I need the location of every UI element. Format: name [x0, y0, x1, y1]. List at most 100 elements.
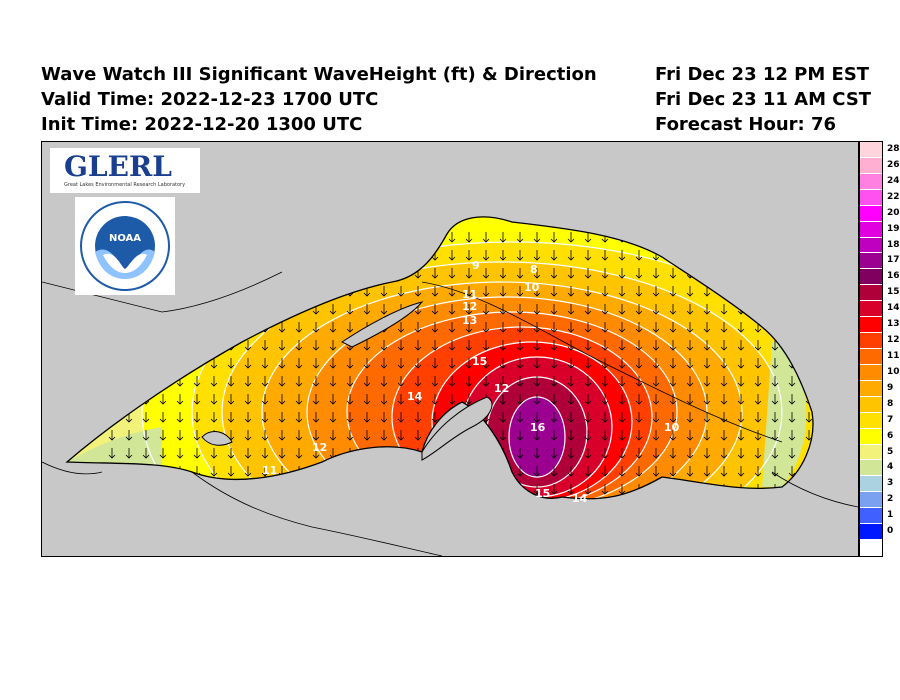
direction-arrow: [329, 232, 337, 243]
direction-arrow: [703, 340, 711, 351]
direction-arrow: [584, 268, 592, 279]
direction-arrow: [533, 376, 541, 387]
direction-arrow: [805, 340, 813, 351]
direction-arrow: [244, 340, 252, 351]
direction-arrow: [618, 466, 626, 477]
direction-arrow: [550, 430, 558, 441]
direction-arrow: [193, 394, 201, 405]
direction-arrow: [381, 502, 387, 512]
direction-arrow: [261, 376, 269, 387]
direction-arrow: [618, 358, 626, 369]
direction-arrow: [125, 322, 133, 333]
direction-arrow: [227, 322, 235, 333]
direction-arrow: [108, 394, 116, 405]
direction-arrow: [601, 394, 609, 405]
direction-arrow: [805, 232, 813, 243]
direction-arrow: [601, 250, 609, 261]
direction-arrow: [601, 448, 609, 459]
direction-arrow: [465, 286, 473, 297]
direction-arrow: [686, 358, 694, 369]
direction-arrow: [482, 322, 490, 333]
legend-label: 13: [887, 319, 900, 330]
direction-arrow: [635, 322, 643, 333]
direction-arrow: [397, 322, 405, 333]
direction-arrow: [567, 376, 575, 387]
direction-arrow: [737, 340, 745, 351]
direction-arrow: [108, 412, 116, 423]
direction-arrow: [210, 412, 218, 423]
legend-label: 0: [887, 526, 894, 537]
direction-arrow: [720, 250, 728, 261]
direction-arrow: [771, 304, 779, 315]
direction-arrow: [261, 268, 269, 279]
direction-arrow: [193, 250, 201, 261]
direction-arrow: [516, 430, 524, 441]
direction-arrow: [176, 250, 184, 261]
direction-arrow: [244, 430, 252, 441]
direction-arrow: [703, 466, 711, 477]
direction-arrow: [720, 430, 728, 441]
direction-arrow: [279, 502, 285, 512]
direction-arrow: [210, 394, 218, 405]
direction-arrow: [686, 484, 694, 495]
direction-arrow: [652, 340, 660, 351]
direction-arrow: [499, 232, 507, 243]
contour-label: 14: [572, 492, 588, 505]
direction-arrow: [465, 484, 473, 495]
direction-arrow: [789, 502, 795, 512]
legend-label: 17: [887, 255, 900, 266]
direction-arrow: [788, 268, 796, 279]
direction-arrow: [244, 376, 252, 387]
direction-arrow: [788, 430, 796, 441]
direction-arrow: [703, 232, 711, 243]
direction-arrow: [618, 340, 626, 351]
direction-arrow: [193, 232, 201, 243]
direction-arrow: [397, 394, 405, 405]
direction-arrow: [363, 394, 371, 405]
contour-label: 16: [530, 421, 546, 434]
direction-arrow: [601, 304, 609, 315]
direction-arrow: [244, 412, 252, 423]
legend-swatch: [860, 428, 882, 445]
direction-arrow: [193, 286, 201, 297]
glerl-logo: GLERL Great Lakes Environmental Research…: [50, 148, 200, 193]
direction-arrow: [159, 340, 167, 351]
direction-arrow: [210, 322, 218, 333]
legend-swatch: [860, 173, 882, 190]
direction-arrow: [194, 502, 200, 512]
direction-arrow: [550, 376, 558, 387]
direction-arrow: [414, 484, 422, 495]
direction-arrow: [669, 322, 677, 333]
direction-arrow: [738, 502, 744, 512]
direction-arrow: [652, 430, 660, 441]
direction-arrow: [533, 304, 541, 315]
direction-arrow: [125, 304, 133, 315]
direction-arrow: [737, 358, 745, 369]
legend-swatch: [860, 269, 882, 286]
direction-arrow: [244, 304, 252, 315]
direction-arrow: [278, 340, 286, 351]
direction-arrow: [465, 430, 473, 441]
direction-arrow: [142, 322, 150, 333]
direction-arrow: [380, 286, 388, 297]
direction-arrow: [550, 448, 558, 459]
direction-arrow: [737, 376, 745, 387]
direction-arrow: [652, 268, 660, 279]
cst-time: Fri Dec 23 11 AM CST: [655, 89, 872, 110]
direction-arrow: [533, 268, 541, 279]
direction-arrow: [551, 502, 557, 512]
direction-arrow: [499, 376, 507, 387]
direction-arrow: [414, 250, 422, 261]
direction-arrow: [516, 250, 524, 261]
direction-arrow: [805, 250, 813, 261]
direction-arrow: [788, 322, 796, 333]
contour-label: 10: [664, 421, 680, 434]
direction-arrow: [805, 286, 813, 297]
direction-arrow: [431, 304, 439, 315]
direction-arrow: [533, 394, 541, 405]
legend-label: 6: [887, 430, 894, 441]
direction-arrow: [567, 304, 575, 315]
direction-arrow: [347, 502, 353, 512]
legend-label: 7: [887, 414, 894, 425]
direction-arrow: [516, 322, 524, 333]
